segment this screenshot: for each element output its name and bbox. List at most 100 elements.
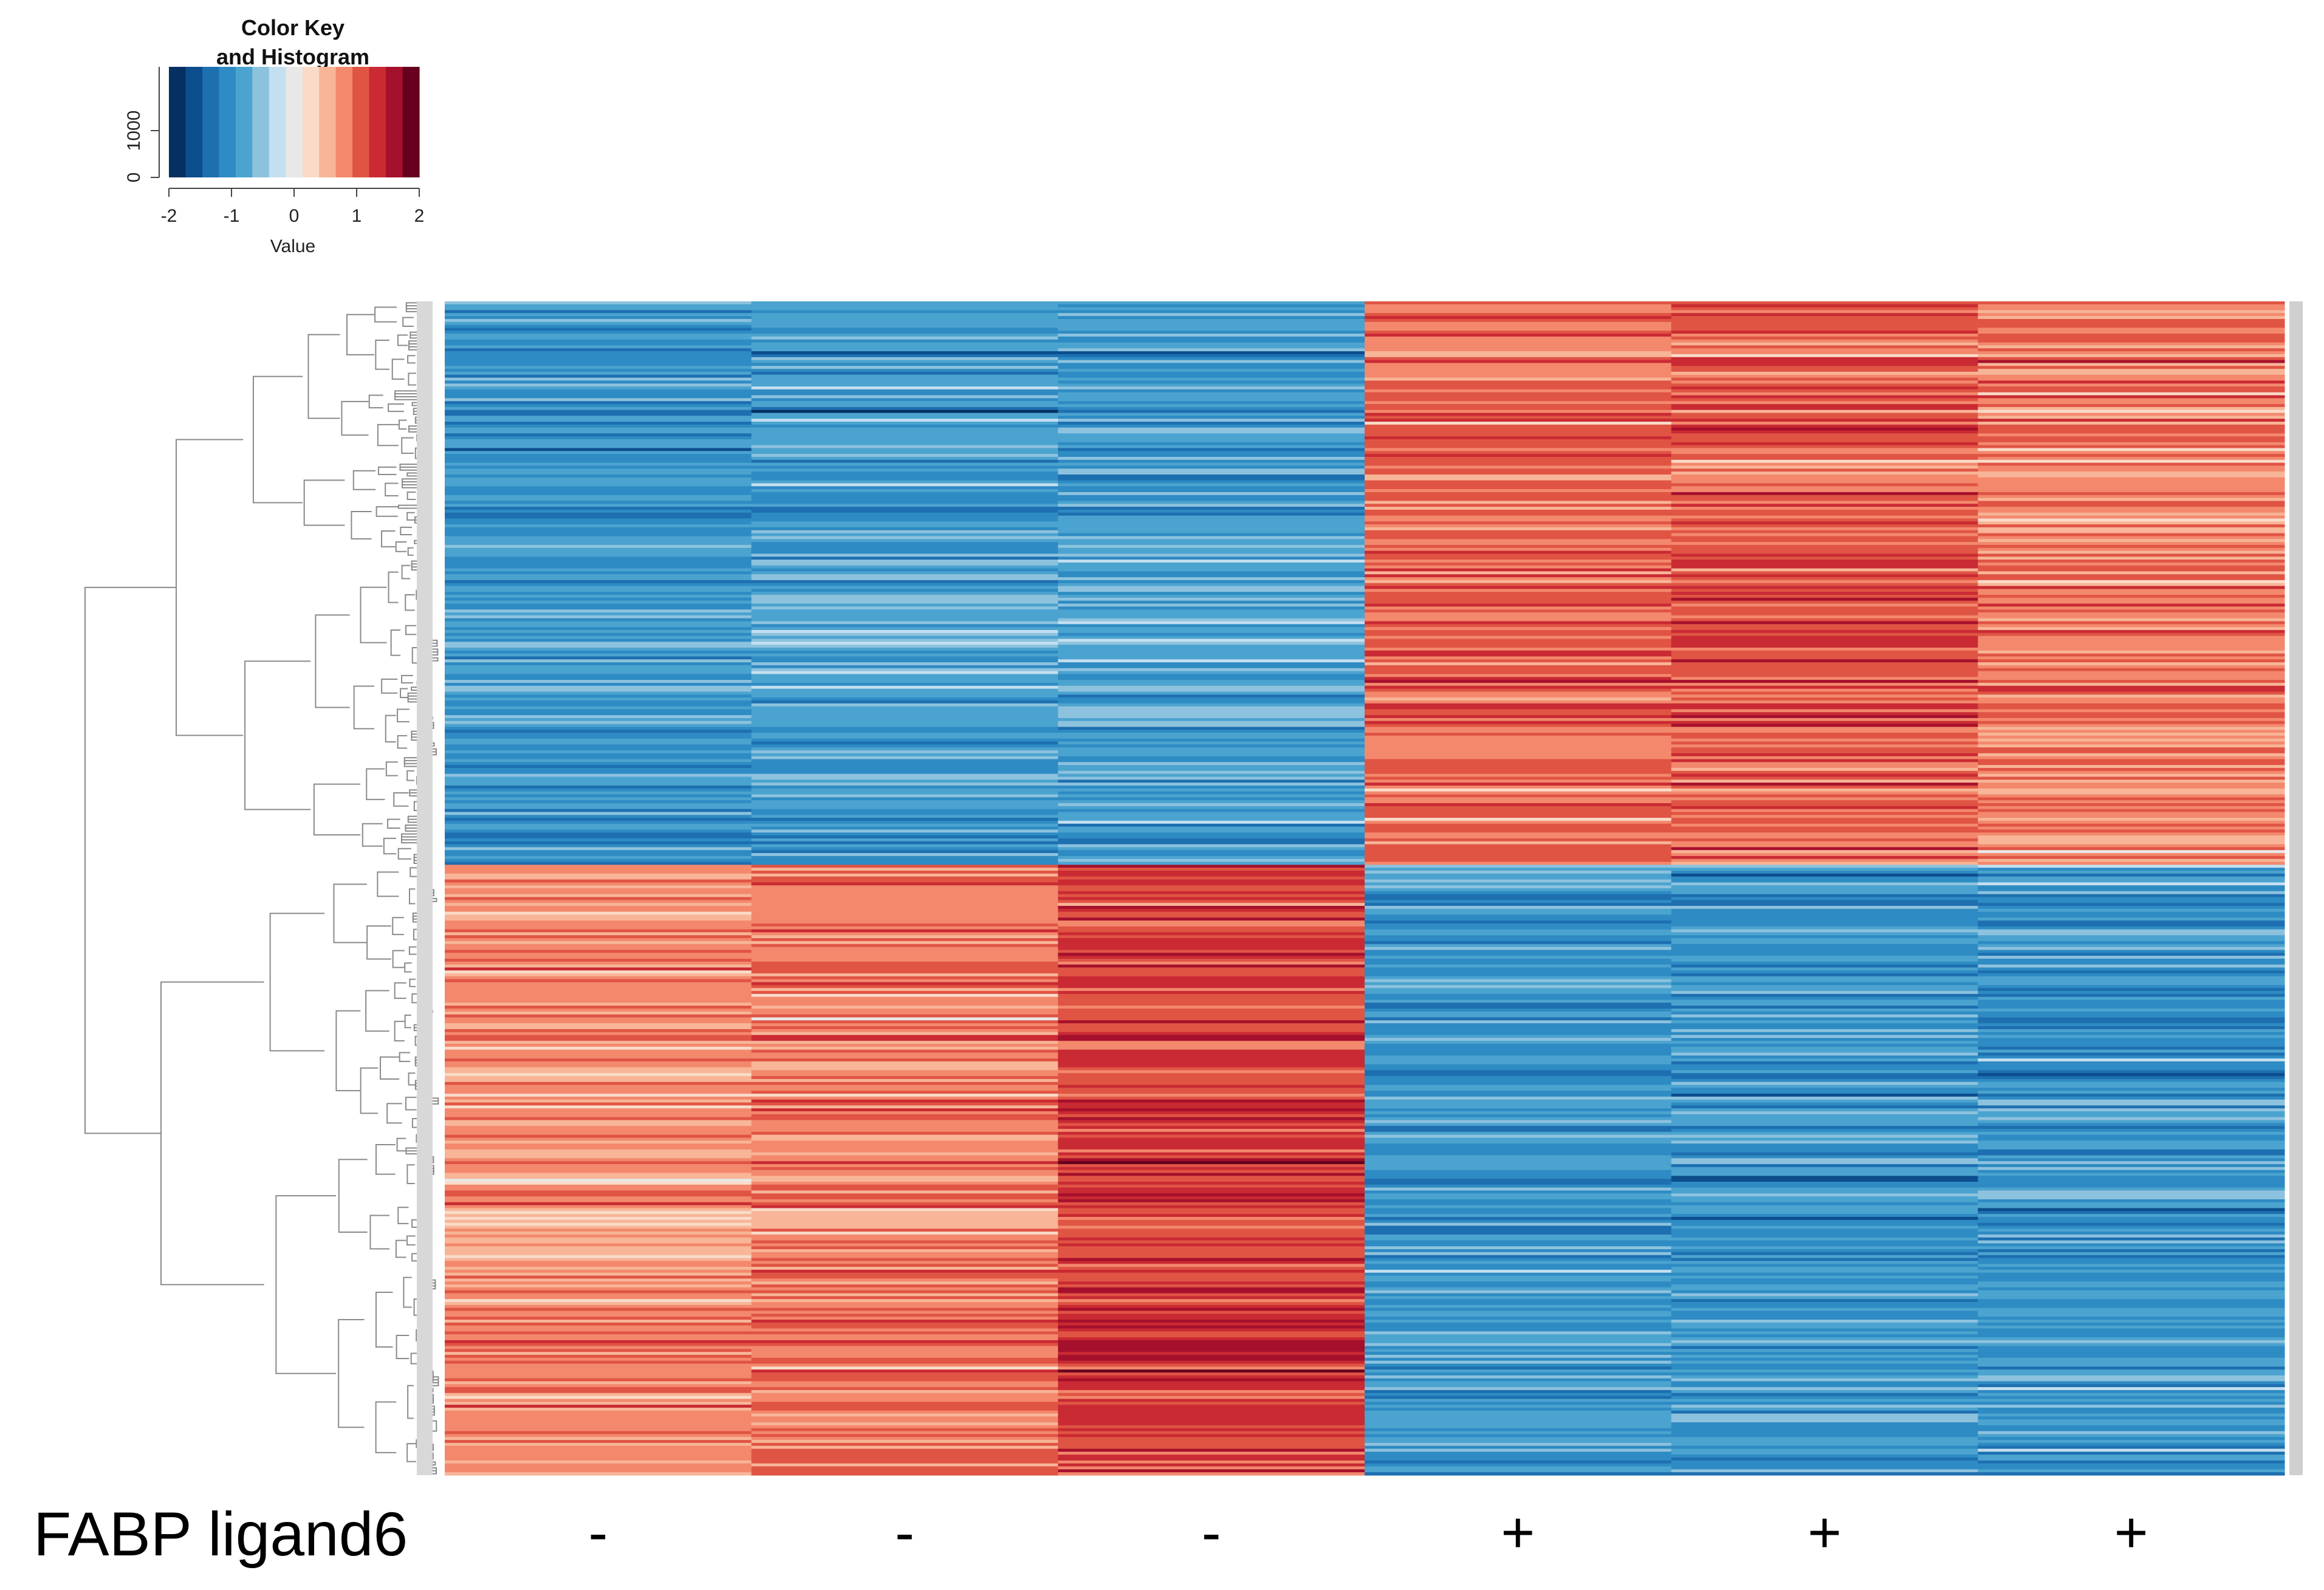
heatmap-cell <box>1978 553 2285 557</box>
heatmap-cell <box>751 973 1058 977</box>
heatmap-cell <box>1978 1052 2285 1056</box>
heatmap-cell <box>1978 1011 2285 1015</box>
heatmap-cell <box>1978 1343 2285 1347</box>
heatmap-cell <box>1671 366 1978 369</box>
heatmap-cell <box>1978 1393 2285 1397</box>
heatmap-cell <box>1058 1078 1365 1083</box>
heatmap-cell <box>751 826 1058 830</box>
heatmap-cell <box>751 993 1058 998</box>
heatmap-cell <box>1671 345 1978 349</box>
heatmap-cell <box>1365 1258 1672 1262</box>
heatmap-cell <box>1978 1302 2285 1306</box>
heatmap-cell <box>1365 1240 1672 1244</box>
heatmap-cell <box>751 1108 1058 1112</box>
heatmap-cell <box>1365 571 1672 575</box>
dendrogram-branch <box>433 659 439 662</box>
color-key-y-tick-label: 1000 <box>124 111 144 151</box>
heatmap-cell <box>1365 935 1672 939</box>
heatmap-cell <box>1671 1445 1978 1450</box>
heatmap-cell <box>1365 735 1672 739</box>
heatmap-cell <box>445 712 752 716</box>
heatmap-cell <box>1058 427 1365 431</box>
heatmap-cell <box>445 847 752 851</box>
heatmap-cell <box>1671 422 1978 425</box>
heatmap-cell <box>1365 1041 1672 1044</box>
heatmap-cell <box>1058 562 1365 566</box>
heatmap-cell <box>1671 539 1978 543</box>
heatmap-cell <box>445 1126 752 1129</box>
heatmap-cell <box>751 1140 1058 1144</box>
heatmap-cell <box>1058 468 1365 472</box>
heatmap-cell <box>1671 1193 1978 1197</box>
heatmap-cell <box>445 905 752 910</box>
heatmap-cell <box>445 765 752 769</box>
heatmap-cell <box>1978 498 2285 502</box>
heatmap-cell <box>1058 659 1365 663</box>
dendrogram-branch <box>406 1235 416 1246</box>
heatmap-cell <box>751 1208 1058 1211</box>
heatmap-cell <box>1058 530 1365 534</box>
dendrogram-branch <box>375 1144 396 1175</box>
heatmap-cell <box>1058 741 1365 745</box>
heatmap-cell <box>1365 806 1672 810</box>
heatmap-cell <box>1978 518 2285 522</box>
heatmap-cell <box>1058 671 1365 675</box>
heatmap-cell <box>1058 1161 1365 1165</box>
heatmap-cell <box>751 662 1058 666</box>
heatmap-cell <box>1671 1448 1978 1452</box>
heatmap-cell <box>751 956 1058 959</box>
heatmap-cell <box>751 627 1058 631</box>
heatmap-cell <box>445 1173 752 1176</box>
heatmap-cell <box>1365 1387 1672 1391</box>
dendrogram-branch <box>433 1284 436 1290</box>
heatmap-cell <box>1058 1296 1365 1300</box>
heatmap-cell <box>751 518 1058 522</box>
heatmap-cell <box>445 386 752 390</box>
heatmap-cell <box>1058 489 1365 493</box>
heatmap-cell <box>1978 715 2285 719</box>
heatmap-cell <box>751 967 1058 971</box>
dendrogram-branch <box>433 1101 439 1105</box>
heatmap-cell <box>445 1182 752 1185</box>
heatmap-cell <box>445 507 752 510</box>
heatmap-cell <box>445 595 752 598</box>
heatmap-cell <box>751 885 1058 889</box>
heatmap-cell <box>445 1246 752 1250</box>
heatmap-cell <box>1671 1381 1978 1385</box>
dendrogram-branch <box>406 1443 416 1462</box>
heatmap-cell <box>1671 471 1978 475</box>
heatmap-cell <box>1671 339 1978 343</box>
row-dendrogram-leaves <box>417 301 433 1475</box>
heatmap-cell <box>1058 1269 1365 1273</box>
heatmap-cell <box>1365 624 1672 628</box>
heatmap-cell <box>1058 1182 1365 1185</box>
heatmap-cell <box>445 348 752 352</box>
heatmap-cell <box>445 416 752 419</box>
heatmap-cell <box>751 1445 1058 1450</box>
heatmap-cell <box>1365 1405 1672 1408</box>
heatmap-cell <box>1365 818 1672 821</box>
heatmap-cell <box>1058 1381 1365 1385</box>
heatmap-cell <box>1671 1161 1978 1165</box>
heatmap-cell <box>751 935 1058 939</box>
heatmap-cell <box>445 342 752 346</box>
heatmap-cell <box>1671 1143 1978 1147</box>
heatmap-cell <box>445 791 752 795</box>
heatmap-cell <box>1671 1134 1978 1139</box>
heatmap-cell <box>751 1111 1058 1115</box>
heatmap-cell <box>1978 419 2285 422</box>
heatmap-cell <box>1365 1243 1672 1247</box>
heatmap-cell <box>751 454 1058 457</box>
heatmap-cell <box>751 894 1058 898</box>
heatmap-cell <box>751 1219 1058 1224</box>
heatmap-cell <box>1365 392 1672 396</box>
dendrogram-branch <box>338 1319 365 1428</box>
heatmap-cell <box>751 433 1058 437</box>
heatmap-cell <box>751 606 1058 610</box>
heatmap-cell <box>445 1375 752 1379</box>
heatmap-cell <box>751 1405 1058 1408</box>
heatmap-cell <box>1978 765 2285 769</box>
heatmap-cell <box>751 671 1058 675</box>
heatmap-cell <box>1978 832 2285 836</box>
heatmap-cell <box>1365 606 1672 610</box>
